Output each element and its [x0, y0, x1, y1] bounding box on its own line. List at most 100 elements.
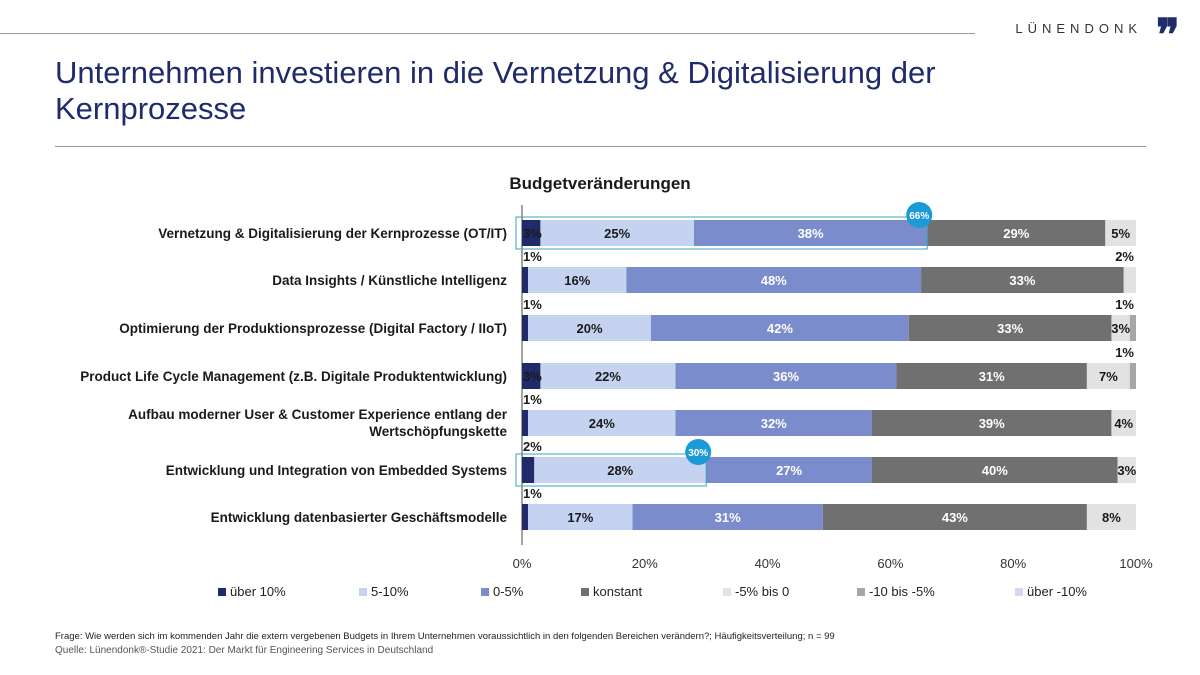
bar-segment: [522, 363, 541, 389]
x-tick-label: 80%: [1000, 556, 1026, 571]
data-label: 1%: [523, 249, 542, 264]
chart-legend: über 10% 5-10% 0-5% konstant -5% bis 0 -10 bi…: [218, 584, 1118, 602]
data-label: 7%: [1099, 369, 1118, 384]
legend-item: über -10%: [1015, 584, 1087, 599]
legend-item: über 10%: [218, 584, 286, 599]
bar-segment: [1111, 315, 1130, 341]
data-label: 1%: [523, 486, 542, 501]
bar-segment: [1129, 315, 1136, 341]
data-label: 31%: [715, 510, 741, 525]
legend-item: 0-5%: [481, 584, 523, 599]
legend-label: konstant: [593, 584, 643, 599]
legend-swatch: [723, 587, 731, 596]
legend-label: -10 bis -5%: [869, 584, 935, 599]
data-label: 38%: [798, 226, 824, 241]
x-tick-label: 20%: [632, 556, 658, 571]
data-label: 29%: [1003, 226, 1029, 241]
x-tick-label: 0%: [513, 556, 532, 571]
bar-segment: [1117, 457, 1136, 483]
data-label: 28%: [607, 463, 633, 478]
highlight-badge: [906, 202, 933, 228]
highlight-badge: [685, 439, 712, 465]
bar-segment: [896, 363, 1087, 389]
data-label: 32%: [761, 416, 787, 431]
legend-item: 5-10%: [359, 584, 409, 599]
data-label: 1%: [1115, 297, 1134, 312]
bar-segment: [528, 410, 676, 436]
legend-label: -5% bis 0: [735, 584, 790, 599]
legend-swatch: [581, 587, 589, 596]
category-label: Optimierung der Produktionsprozesse (Dig…: [119, 321, 507, 336]
brand-logo-text: LÜNENDONK: [1015, 21, 1142, 36]
x-tick-label: 40%: [755, 556, 781, 571]
category-label: Product Life Cycle Management (z.B. Digi…: [80, 369, 507, 384]
x-tick-label: 60%: [877, 556, 903, 571]
bar-segment: [693, 220, 928, 246]
highlight-badge-label: 30%: [688, 448, 708, 459]
legend-item: -5% bis 0: [723, 584, 789, 599]
bar-segment: [1129, 363, 1136, 389]
data-label: 31%: [979, 369, 1005, 384]
legend-swatch: [218, 587, 226, 596]
legend-swatch: [359, 587, 367, 596]
bar-segment: [540, 363, 676, 389]
data-label: 8%: [1102, 510, 1121, 525]
data-label: 17%: [567, 510, 593, 525]
header-rule: [0, 33, 975, 34]
data-label: 48%: [761, 273, 787, 288]
data-label: 22%: [595, 369, 621, 384]
legend-label: über 10%: [230, 584, 286, 599]
data-label: 33%: [997, 321, 1023, 336]
legend-swatch: [857, 587, 865, 596]
data-label: 25%: [604, 226, 630, 241]
data-label: 3%: [523, 226, 542, 241]
data-label: 2%: [1115, 249, 1134, 264]
legend-label: 0-5%: [493, 584, 524, 599]
data-label: 3%: [1117, 463, 1136, 478]
data-label: 39%: [979, 416, 1005, 431]
category-label: Vernetzung & Digitalisierung der Kernpro…: [158, 226, 507, 241]
bar-segment: [675, 363, 897, 389]
bar-segment: [522, 504, 529, 530]
brand-quote-mark-icon: ❞: [1156, 10, 1180, 61]
highlight-box: [515, 216, 928, 250]
legend-swatch: [1015, 587, 1023, 596]
bar-segment: [650, 315, 909, 341]
bar-segment: [522, 457, 535, 483]
bar-segment: [1105, 220, 1136, 246]
data-label: 43%: [942, 510, 968, 525]
legend-item: konstant: [581, 584, 642, 599]
data-label: 1%: [523, 297, 542, 312]
bar-segment: [522, 267, 529, 293]
survey-question-note: Frage: Wie werden sich im kommenden Jahr…: [55, 631, 835, 642]
category-label: Aufbau moderner User & Customer Experien…: [128, 407, 508, 439]
data-label: 3%: [1111, 321, 1130, 336]
bar-segment: [921, 267, 1124, 293]
data-label: 33%: [1009, 273, 1035, 288]
data-label: 2%: [523, 439, 542, 454]
legend-swatch: [481, 587, 489, 596]
source-note: Quelle: Lünendonk®-Studie 2021: Der Mark…: [55, 645, 434, 656]
data-label: 4%: [1114, 416, 1133, 431]
bar-segment: [528, 315, 651, 341]
data-label: 3%: [523, 369, 542, 384]
bar-segment: [540, 220, 694, 246]
bar-segment: [1123, 267, 1136, 293]
bar-segment: [528, 267, 627, 293]
bar-segment: [675, 410, 872, 436]
bar-segment: [822, 504, 1087, 530]
bar-segment: [871, 410, 1112, 436]
category-label: Entwicklung datenbasierter Geschäftsmode…: [211, 510, 508, 525]
bar-segment: [632, 504, 823, 530]
data-label: 40%: [982, 463, 1008, 478]
bar-segment: [626, 267, 922, 293]
bar-segment: [1086, 363, 1130, 389]
data-label: 5%: [1111, 226, 1130, 241]
data-label: 24%: [589, 416, 615, 431]
bar-segment: [534, 457, 707, 483]
legend-label: 5-10%: [371, 584, 409, 599]
bar-segment: [528, 504, 633, 530]
chart-title: Budgetveränderungen: [509, 174, 691, 193]
data-label: 42%: [767, 321, 793, 336]
